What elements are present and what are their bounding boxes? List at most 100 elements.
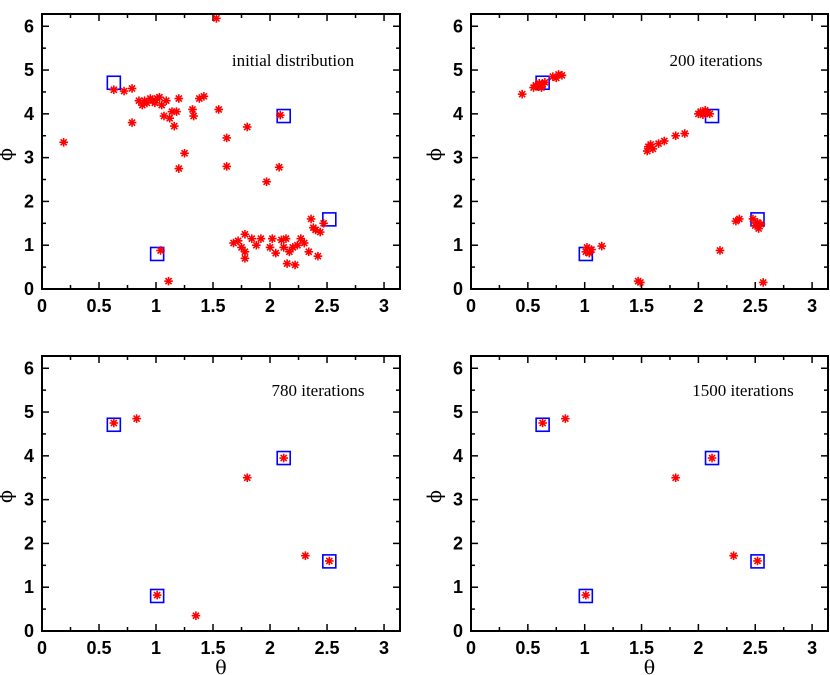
particle-marker xyxy=(313,251,323,261)
reference-marker xyxy=(276,450,292,466)
reference-marker xyxy=(276,108,292,124)
x-tick-label: 0 xyxy=(466,296,476,316)
plot-area xyxy=(517,70,768,287)
y-tick-label: 0 xyxy=(24,621,34,641)
y-tick-label: 0 xyxy=(453,621,463,641)
y-tick-label: 1 xyxy=(24,235,34,255)
y-tick-label: 2 xyxy=(453,533,463,553)
particle-marker xyxy=(189,111,198,121)
particle-marker xyxy=(222,133,232,143)
y-tick-label: 3 xyxy=(453,148,463,168)
axes-frame xyxy=(41,355,401,632)
particle-marker xyxy=(671,473,680,483)
particle-marker xyxy=(306,214,316,224)
particle-marker xyxy=(735,214,744,224)
axes-frame xyxy=(470,13,829,290)
y-axis-label: ϕ xyxy=(0,490,17,503)
particle-marker xyxy=(180,148,189,158)
particle-marker xyxy=(165,113,174,123)
reference-marker xyxy=(704,450,720,466)
x-tick-label: 1.5 xyxy=(629,638,654,658)
y-tick-label: 4 xyxy=(24,446,34,466)
particle-marker xyxy=(581,590,591,600)
panel-1500-iterations: 0 0.5 1 1.5 2 2.5 3 0 1 2 3 4 5 6 ϕ θ 1500 iterations xyxy=(424,355,829,675)
y-tick-label: 6 xyxy=(24,16,34,36)
y-tick-label: 0 xyxy=(24,279,34,299)
y-tick-label: 5 xyxy=(24,402,34,422)
x-tick-label: 0 xyxy=(37,296,47,316)
particle-marker xyxy=(271,248,281,258)
particle-marker xyxy=(152,590,162,600)
y-tick-label: 2 xyxy=(453,191,463,211)
particle-marker xyxy=(156,246,165,255)
reference-marker xyxy=(106,417,122,433)
y-tick-label: 4 xyxy=(24,104,34,124)
x-axis-label: θ xyxy=(215,657,226,675)
y-tick-label: 0 xyxy=(453,279,463,299)
particle-marker xyxy=(191,611,201,620)
particle-marker xyxy=(705,109,715,119)
x-tick-label: 0.5 xyxy=(515,296,540,316)
x-tick-label: 1 xyxy=(580,296,590,316)
particle-marker xyxy=(233,236,243,246)
particle-marker xyxy=(274,162,284,172)
reference-marker xyxy=(535,417,550,433)
particle-marker xyxy=(756,219,766,229)
particle-marker xyxy=(188,105,197,114)
particle-marker xyxy=(127,84,137,93)
x-tick-label: 1.5 xyxy=(201,296,226,316)
particle-marker xyxy=(648,144,658,154)
y-tick-label: 6 xyxy=(453,16,463,36)
particle-marker xyxy=(240,229,250,239)
y-tick-label: 2 xyxy=(24,533,34,553)
particle-marker xyxy=(279,453,289,463)
particle-marker xyxy=(293,240,302,250)
reference-marker xyxy=(578,588,594,604)
x-tick-label: 0.5 xyxy=(86,638,111,658)
reference-marker xyxy=(149,246,165,262)
particle-marker xyxy=(707,453,717,463)
particle-marker xyxy=(538,418,547,428)
y-tick-label: 3 xyxy=(24,490,34,510)
x-tick-label: 2 xyxy=(693,638,703,658)
particle-marker xyxy=(256,234,266,243)
particle-marker xyxy=(164,276,173,286)
particle-marker xyxy=(222,162,232,171)
y-tick-label: 1 xyxy=(453,577,463,597)
particle-marker xyxy=(252,240,261,250)
particle-marker xyxy=(319,219,328,228)
x-tick-label: 1.5 xyxy=(201,638,226,658)
panel-780-iterations: 0 0.5 1 1.5 2 2.5 3 0 1 2 3 4 5 6 ϕ θ 780 iterations xyxy=(0,355,401,675)
particle-marker xyxy=(301,551,310,560)
particle-marker xyxy=(174,164,184,173)
panel-200-iterations: 0 0.5 1 1.5 2 2.5 3 0 1 2 3 4 5 6 ϕ 200 iterations xyxy=(424,13,829,316)
x-tick-label: 1 xyxy=(580,638,590,658)
x-tick-label: 1 xyxy=(151,638,161,658)
particle-marker xyxy=(597,241,607,251)
particle-marker xyxy=(299,238,309,248)
particle-marker xyxy=(262,177,271,187)
x-tick-label: 1.5 xyxy=(629,296,654,316)
reference-marker xyxy=(322,554,337,569)
y-axis-label: ϕ xyxy=(424,490,446,503)
particle-marker xyxy=(282,259,292,268)
y-tick-label: 6 xyxy=(453,358,463,378)
particle-marker xyxy=(142,98,152,108)
x-tick-label: 0.5 xyxy=(86,296,111,316)
x-tick-label: 0.5 xyxy=(515,638,540,658)
particle-marker xyxy=(155,92,164,102)
particle-marker xyxy=(132,414,141,423)
y-axis-label: ϕ xyxy=(424,148,446,161)
plot-area xyxy=(106,414,337,620)
panel-title: 200 iterations xyxy=(669,51,762,70)
particle-marker xyxy=(161,96,171,106)
particle-marker xyxy=(315,227,325,237)
plot-area xyxy=(535,414,765,604)
y-tick-label: 5 xyxy=(24,60,34,80)
axes-frame xyxy=(470,355,829,632)
particle-marker xyxy=(325,556,334,566)
particle-marker xyxy=(109,85,119,95)
y-tick-label: 5 xyxy=(453,402,463,422)
particle-marker xyxy=(557,71,567,80)
